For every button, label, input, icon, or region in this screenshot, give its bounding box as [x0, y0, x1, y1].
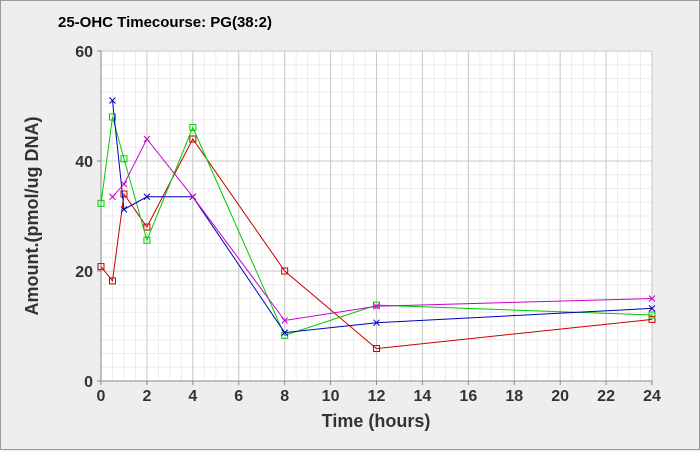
y-axis-label: Amount.(pmol/ug DNA) — [22, 117, 42, 316]
data-point — [373, 319, 380, 327]
data-point — [281, 267, 289, 275]
data-point — [108, 277, 116, 285]
data-point — [143, 223, 151, 231]
data-point — [143, 193, 151, 201]
x-tick-label: 18 — [505, 388, 523, 405]
data-point — [189, 193, 197, 201]
x-axis-label: Time (hours) — [322, 411, 431, 431]
data-point — [648, 305, 656, 312]
data-point — [97, 263, 105, 271]
y-tick-label: 20 — [75, 264, 93, 281]
data-point — [281, 317, 289, 324]
x-tick-label: 10 — [322, 388, 340, 405]
y-tick-label: 40 — [75, 154, 93, 171]
data-point — [143, 236, 151, 244]
y-tick-label: 0 — [84, 374, 93, 391]
x-tick-label: 0 — [97, 388, 106, 405]
y-tick-label: 60 — [75, 44, 93, 61]
data-point — [373, 345, 380, 353]
data-point — [648, 295, 656, 302]
x-tick-label: 6 — [234, 388, 243, 405]
series-magenta — [109, 135, 656, 324]
x-tick-label: 20 — [551, 388, 569, 405]
series-line-green — [100, 116, 653, 337]
chart-title: 25-OHC Timecourse: PG(38:2) — [58, 14, 272, 31]
data-point — [120, 206, 128, 213]
series-group — [97, 97, 656, 353]
x-tick-label: 24 — [643, 388, 661, 405]
x-tick-label: 22 — [597, 388, 615, 405]
x-tick-label: 12 — [368, 388, 386, 405]
x-tick-label: 14 — [414, 388, 432, 405]
x-tick-label: 8 — [280, 388, 289, 405]
x-tick-labels: 0 2 4 6 8 10 12 14 16 18 20 22 24 — [97, 388, 661, 405]
axes — [97, 50, 653, 385]
x-tick-label: 16 — [459, 388, 477, 405]
data-point — [120, 190, 128, 198]
x-tick-label: 4 — [188, 388, 197, 405]
x-tick-label: 2 — [142, 388, 151, 405]
data-point — [373, 301, 380, 309]
data-point — [373, 302, 380, 310]
data-point — [143, 135, 151, 143]
data-point — [120, 155, 128, 163]
data-point — [97, 199, 105, 207]
data-point — [648, 311, 656, 319]
y-tick-labels: 0 20 40 60 — [75, 44, 93, 391]
data-point — [109, 193, 116, 201]
data-point — [120, 180, 128, 188]
data-point — [281, 329, 289, 336]
data-point — [648, 315, 656, 323]
data-point — [189, 123, 197, 131]
data-point — [189, 135, 197, 143]
data-point — [108, 113, 116, 121]
data-point — [109, 97, 116, 104]
